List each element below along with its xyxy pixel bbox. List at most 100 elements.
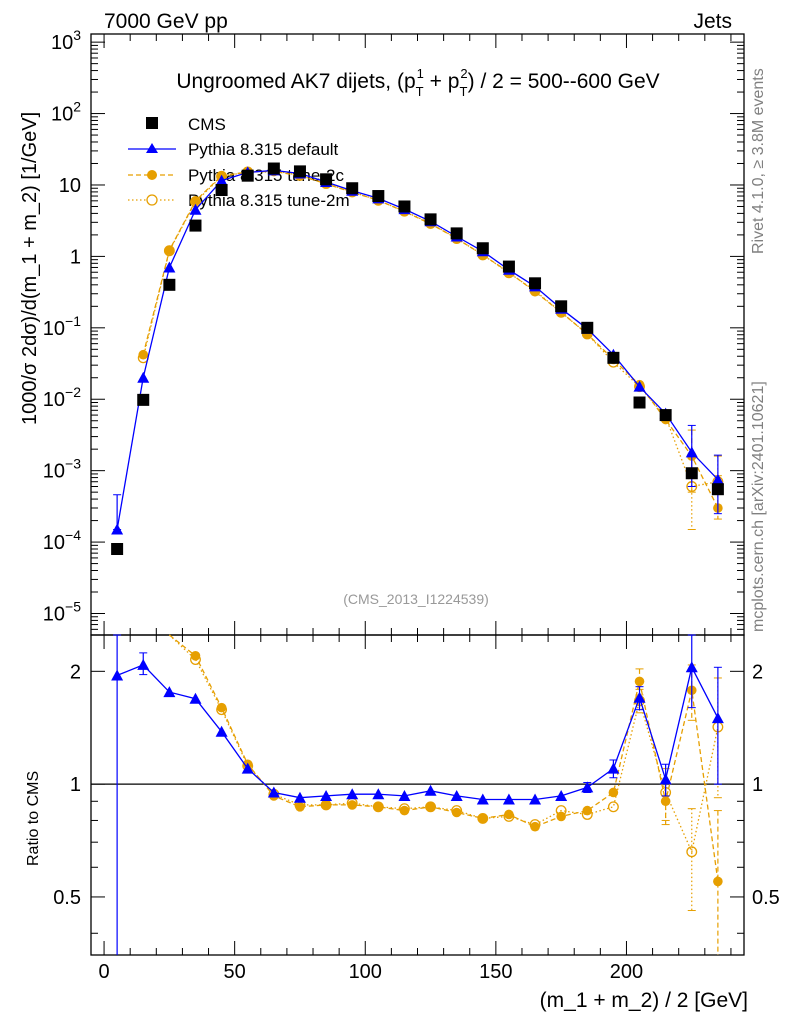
- ratio-point-default: [659, 773, 672, 785]
- ratio-point-default: [293, 791, 306, 803]
- y-tick-label: 10: [59, 175, 81, 197]
- ratio-point-tune-2c: [608, 787, 619, 798]
- x-tick-label: 0: [98, 961, 109, 983]
- ratio-point-tune-2c: [478, 813, 488, 824]
- title-sup2: 2: [460, 66, 467, 81]
- main-point-tune-2c: [164, 245, 175, 256]
- legend-label-default: Pythia 8.315 default: [188, 140, 339, 159]
- y-tick-label: 1: [70, 246, 81, 268]
- main-point-cms: [189, 219, 202, 232]
- legend-label-tune-2m: Pythia 8.315 tune-2m: [188, 191, 350, 210]
- main-point-default: [633, 380, 646, 392]
- ratio-y-tick-label-right: 0.5: [752, 887, 780, 909]
- main-point-tune-2c: [138, 349, 149, 360]
- main-point-default: [163, 261, 176, 273]
- ratio-point-default: [372, 788, 385, 800]
- ratio-point-default: [189, 692, 202, 704]
- main-point-cms: [346, 182, 359, 195]
- main-point-cms: [450, 227, 463, 240]
- ratio-point-tune-2c: [190, 651, 201, 661]
- ratio-point-default: [424, 784, 437, 796]
- ratio-point-tune-2c: [399, 805, 410, 816]
- mcplots-reference-label: mcplots.cern.ch [arXiv:2401.10621]: [750, 381, 767, 632]
- y-tick-label-exponent: −2: [65, 384, 81, 400]
- main-point-default: [111, 523, 124, 535]
- x-tick-label: 150: [479, 961, 512, 983]
- ratio-point-tune-2c: [530, 821, 540, 832]
- ratio-point-default: [398, 789, 411, 801]
- main-point-default: [215, 174, 228, 186]
- analysis-reference-label: (CMS_2013_I1224539): [343, 591, 489, 607]
- legend-marker-tune-2m: [146, 194, 158, 206]
- y-tick-label: 10−2: [43, 384, 81, 411]
- y-tick-label-base: 10: [51, 104, 73, 126]
- legend-label-cms: CMS: [188, 115, 226, 134]
- ratio-point-tune-2c: [634, 676, 645, 687]
- ratio-point-tune-2m: [686, 846, 698, 858]
- y-tick-label: 102: [51, 99, 81, 126]
- y-tick-label-exponent: −1: [65, 313, 81, 329]
- y-tick-label-base: 10: [59, 175, 81, 197]
- ratio-panel-frame: [90, 634, 745, 956]
- main-point-cms: [320, 173, 333, 186]
- main-point-cms: [555, 300, 568, 313]
- main-point-cms: [372, 190, 385, 203]
- ratio-point-default: [267, 786, 280, 798]
- y-tick-label-exponent: 3: [73, 27, 81, 43]
- ratio-point-default: [581, 781, 594, 793]
- x-tick-label: 200: [610, 961, 643, 983]
- y-tick-label-exponent: −4: [65, 527, 81, 543]
- header-process-label: 7000 GeV pp: [104, 10, 228, 33]
- ratio-point-tune-2c: [451, 807, 462, 818]
- rivet-version-label: Rivet 4.1.0, ≥ 3.8M events: [750, 68, 767, 254]
- y-tick-label: 10−3: [43, 456, 81, 483]
- main-point-tune-2c: [190, 196, 201, 206]
- main-point-cms: [502, 260, 515, 273]
- ratio-y-tick-label-right: 1: [752, 774, 763, 796]
- ratio-point-default: [476, 793, 489, 805]
- main-point-cms: [581, 321, 594, 334]
- ratio-point-default: [241, 762, 254, 774]
- main-panel-title: Ungroomed AK7 dijets, (pT1 + pT2) / 2 = …: [176, 66, 659, 99]
- x-axis-label: (m_1 + m_2) / 2 [GeV]: [540, 989, 748, 1012]
- ratio-point-tune-2c: [660, 796, 671, 807]
- ratio-series-line: [168, 634, 719, 854]
- main-point-cms: [163, 278, 176, 291]
- y-tick-label-exponent: −3: [65, 456, 81, 472]
- ratio-series-line: [168, 634, 719, 882]
- title-sub2: T: [459, 84, 467, 99]
- ratio-y-tick-label-left: 1: [70, 774, 81, 796]
- ratio-point-tune-2c: [713, 876, 723, 887]
- main-y-axis-label: 1000/σ 2dσ)/d(m_1 + m_2) [1/GeV]: [19, 112, 41, 425]
- ratio-y-axis-label: Ratio to CMS: [25, 771, 42, 866]
- ratio-point-default: [346, 788, 359, 800]
- ratio-point-default: [320, 789, 333, 801]
- x-tick-label: 50: [224, 961, 246, 983]
- y-tick-label-base: 1: [70, 246, 81, 268]
- x-tick-label: 100: [349, 961, 382, 983]
- ratio-point-default: [163, 686, 176, 698]
- main-point-cms: [111, 543, 124, 556]
- main-series-line: [116, 169, 719, 530]
- ratio-point-default: [450, 789, 463, 801]
- ratio-y-tick-label-right: 2: [752, 661, 763, 683]
- ratio-point-default: [137, 658, 150, 670]
- main-point-cms: [607, 351, 620, 364]
- main-point-cms: [476, 242, 489, 255]
- ratio-point-tune-2c: [321, 800, 331, 810]
- title-prefix: Ungroomed AK7 dijets, (p: [176, 70, 415, 93]
- title-suffix: ) / 2 = 500--600 GeV: [468, 70, 660, 93]
- y-tick-label-base: 10: [43, 461, 65, 483]
- main-point-cms: [633, 396, 646, 409]
- ratio-point-default: [607, 762, 620, 774]
- ratio-point-default: [711, 712, 724, 724]
- main-point-cms: [659, 409, 672, 422]
- ratio-point-default: [685, 661, 698, 673]
- ratio-point-tune-2c: [425, 801, 436, 812]
- ratio-y-tick-label-left: 2: [70, 661, 81, 683]
- y-tick-label-base: 10: [51, 32, 73, 54]
- y-tick-label-base: 10: [43, 318, 65, 340]
- title-mid: + p: [424, 70, 460, 93]
- y-tick-label: 10−5: [43, 599, 81, 626]
